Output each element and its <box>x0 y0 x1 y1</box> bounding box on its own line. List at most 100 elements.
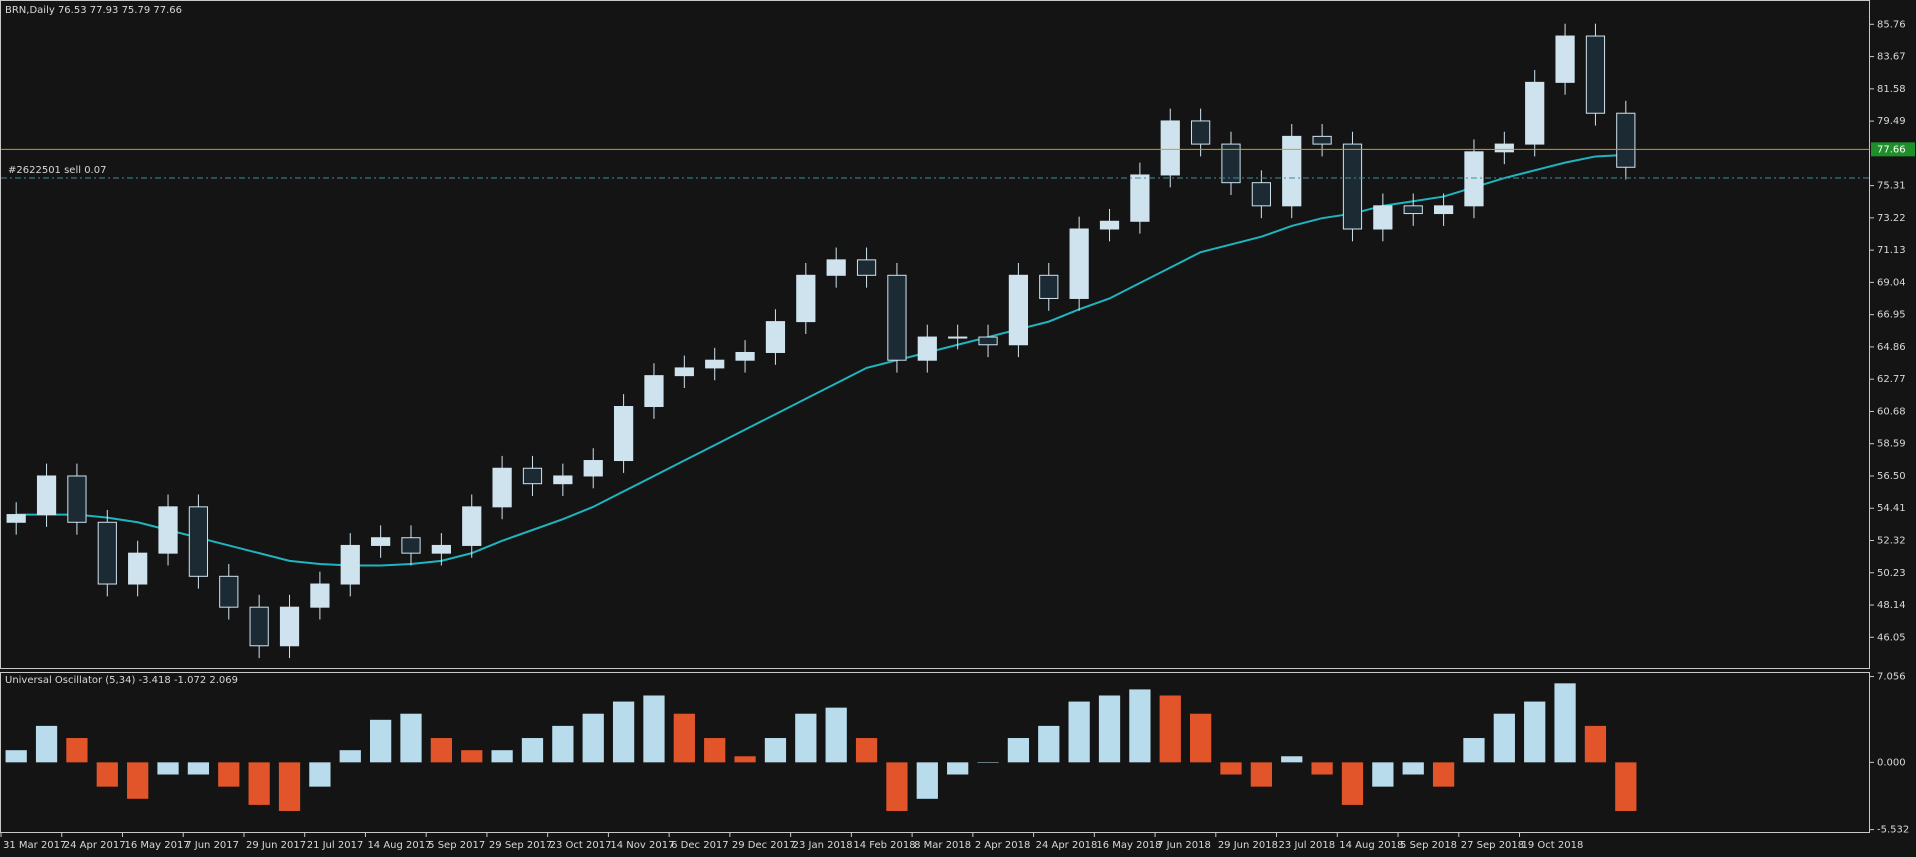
y-tick-label: 46.05 <box>1877 632 1906 643</box>
oscillator-bar <box>491 750 513 763</box>
oscillator-bar <box>1463 738 1485 763</box>
candle-body <box>1099 220 1120 230</box>
y-tick-label: 75.31 <box>1877 181 1906 192</box>
oscillator-bar <box>187 762 210 775</box>
oscillator-bar <box>704 738 726 763</box>
oscillator-bar <box>1098 695 1121 763</box>
candle-body <box>1160 120 1180 176</box>
x-tick-label: 23 Oct 2017 <box>550 840 612 851</box>
x-tick-label: 29 Jun 2017 <box>246 840 306 851</box>
oscillator-bar <box>795 713 817 763</box>
x-tick-label: 16 May 2018 <box>1096 840 1161 851</box>
candle-body <box>279 606 300 647</box>
y-tick-label: 83.67 <box>1877 52 1906 63</box>
chart-title: BRN,Daily 76.53 77.93 75.79 77.66 <box>5 5 182 16</box>
x-tick-label: 23 Jan 2018 <box>793 840 853 851</box>
oscillator-bar <box>1402 762 1424 775</box>
y-tick-label: 66.95 <box>1877 310 1906 321</box>
candle-body <box>1585 35 1606 114</box>
candle-body <box>67 475 87 523</box>
y-tick-label: 7.056 <box>1877 672 1906 683</box>
candle-body <box>1069 228 1089 299</box>
oscillator-bar <box>127 762 149 799</box>
x-tick-label: 5 Sep 2017 <box>428 840 485 851</box>
y-tick-label: 81.58 <box>1877 84 1906 95</box>
oscillator-bar <box>1584 725 1607 763</box>
candle-body <box>826 259 846 276</box>
candle-body <box>1221 143 1241 184</box>
oscillator-bar <box>855 738 878 763</box>
oscillator-bar <box>1159 695 1181 763</box>
candle-body <box>1312 135 1332 145</box>
oscillator-bar <box>96 762 118 787</box>
y-tick-label: 60.68 <box>1877 406 1906 417</box>
candle-body <box>887 274 907 361</box>
x-tick-label: 5 Sep 2018 <box>1400 840 1457 851</box>
y-tick-label: 62.77 <box>1877 374 1906 385</box>
x-tick-label: 24 Apr 2017 <box>64 840 126 851</box>
oscillator-bar <box>278 762 301 811</box>
oscillator-bar <box>977 762 999 763</box>
candle-body <box>613 406 634 462</box>
oscillator-bar <box>309 762 331 787</box>
x-tick-label: 7 Jun 2018 <box>1157 840 1211 851</box>
candle-body <box>158 506 178 554</box>
oscillator-bar <box>157 762 179 775</box>
candle-body <box>644 375 664 408</box>
y-tick-label: 52.32 <box>1877 535 1906 546</box>
candle-body <box>1403 205 1423 215</box>
oscillator-bar <box>734 756 756 763</box>
oscillator-bar <box>400 713 422 763</box>
y-tick-label: 56.50 <box>1877 471 1906 482</box>
oscillator-bar <box>1038 725 1060 763</box>
x-tick-label: 14 Feb 2018 <box>853 840 915 851</box>
x-tick-label: 14 Aug 2017 <box>367 840 431 851</box>
oscillator-bar <box>825 707 847 763</box>
candle-body <box>978 336 998 346</box>
candle-body <box>735 351 755 361</box>
candle-body <box>1373 205 1393 230</box>
oscillator-bar <box>370 719 392 763</box>
candle-body <box>401 537 421 554</box>
y-tick-label: 85.76 <box>1877 19 1906 30</box>
oscillator-bar <box>673 713 695 763</box>
oscillator-bar <box>1190 713 1212 763</box>
oscillator-bar <box>612 701 635 763</box>
oscillator-bar <box>461 750 483 763</box>
x-tick-label: 29 Sep 2017 <box>489 840 552 851</box>
oscillator-bar <box>339 750 361 763</box>
main-panel-frame <box>0 0 1870 669</box>
oscillator-bar <box>1129 689 1151 763</box>
candle-body <box>948 336 968 339</box>
oscillator-bar <box>1524 701 1546 763</box>
candle-body <box>249 606 269 647</box>
candle-body <box>1464 151 1484 207</box>
oscillator-bar <box>1220 762 1242 775</box>
current-price-label: 77.66 <box>1877 144 1906 155</box>
candle-body <box>1008 274 1029 346</box>
oscillator-bar <box>1311 762 1333 775</box>
oscillator-bar <box>1493 713 1515 763</box>
oscillator-bar <box>66 738 88 763</box>
oscillator-bar <box>248 762 270 805</box>
oscillator-bar <box>947 762 969 775</box>
y-tick-label: 58.59 <box>1877 439 1906 450</box>
x-tick-label: 27 Sep 2018 <box>1461 840 1524 851</box>
candle-body <box>128 552 148 585</box>
oscillator-bar <box>5 750 27 763</box>
current-price-box <box>1871 142 1915 157</box>
oscillator-bar <box>218 762 240 787</box>
candle-body <box>371 537 391 546</box>
x-tick-label: 29 Dec 2017 <box>732 840 796 851</box>
oscillator-panel-frame <box>0 672 1870 833</box>
y-tick-label: 71.13 <box>1877 245 1906 256</box>
oscillator-bar <box>1281 756 1303 763</box>
candle-body <box>188 506 209 577</box>
candle-body <box>462 506 482 546</box>
x-tick-label: 24 Apr 2018 <box>1036 840 1098 851</box>
candle-body <box>765 321 786 353</box>
oscillator-bar <box>1372 762 1394 787</box>
candle-body <box>674 367 694 377</box>
oscillator-bar <box>582 713 604 763</box>
oscillator-bar <box>521 738 544 763</box>
